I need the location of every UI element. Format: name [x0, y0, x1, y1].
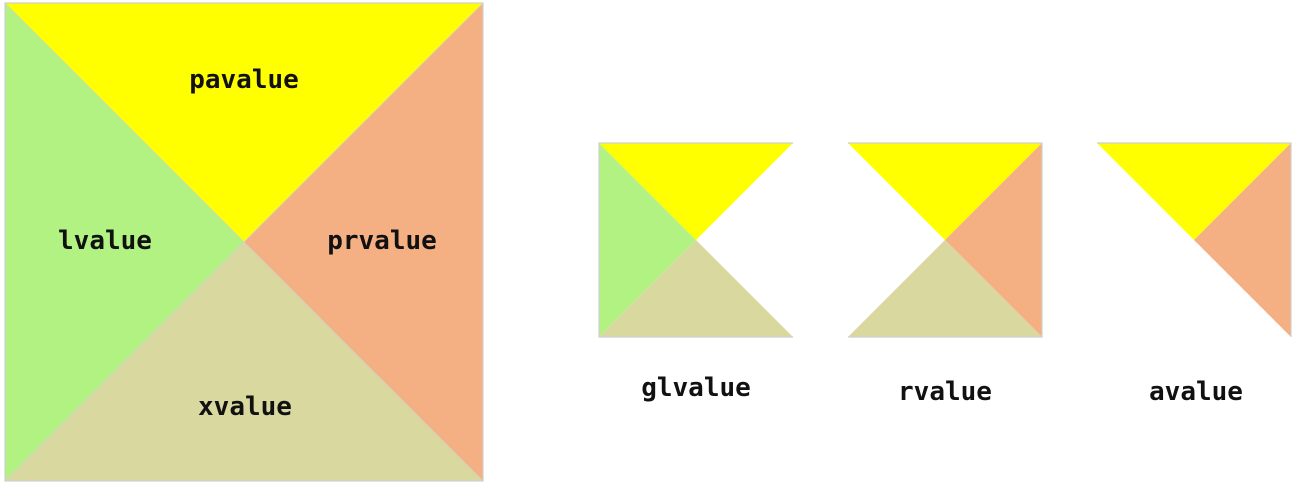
label-lvalue: lvalue [58, 226, 152, 256]
caption-avalue: avalue [1149, 377, 1243, 407]
label-prvalue: prvalue [327, 226, 437, 256]
glvalue-triangle-lvalue [599, 143, 696, 337]
main-triangle-xvalue [5, 242, 483, 481]
rvalue-border [848, 142, 1043, 338]
avalue-triangle-pavalue [1097, 143, 1291, 240]
main-triangle-prvalue [244, 3, 483, 481]
glvalue-triangle-xvalue [599, 240, 793, 337]
caption-glvalue: glvalue [641, 373, 751, 403]
caption-rvalue: rvalue [898, 377, 992, 407]
glvalue-border [598, 142, 793, 338]
glvalue-triangle-pavalue [599, 143, 793, 240]
glvalue-square: glvalue [598, 142, 793, 403]
avalue-triangle-prvalue [1194, 143, 1291, 337]
avalue-square: avalue [1097, 142, 1292, 407]
rvalue-square: rvalue [848, 142, 1043, 407]
rvalue-triangle-prvalue [945, 143, 1042, 337]
main-triangle-pavalue [5, 3, 483, 242]
avalue-border [1097, 142, 1292, 337]
rvalue-triangle-xvalue [848, 240, 1042, 337]
rvalue-triangle-pavalue [848, 143, 1042, 240]
main-square: pavalue lvalue prvalue xvalue [4, 2, 484, 482]
label-pavalue: pavalue [189, 65, 299, 95]
main-diagonal [4, 2, 484, 482]
label-xvalue: xvalue [198, 392, 292, 422]
main-square-border [4, 2, 484, 482]
main-triangle-lvalue [5, 3, 244, 481]
